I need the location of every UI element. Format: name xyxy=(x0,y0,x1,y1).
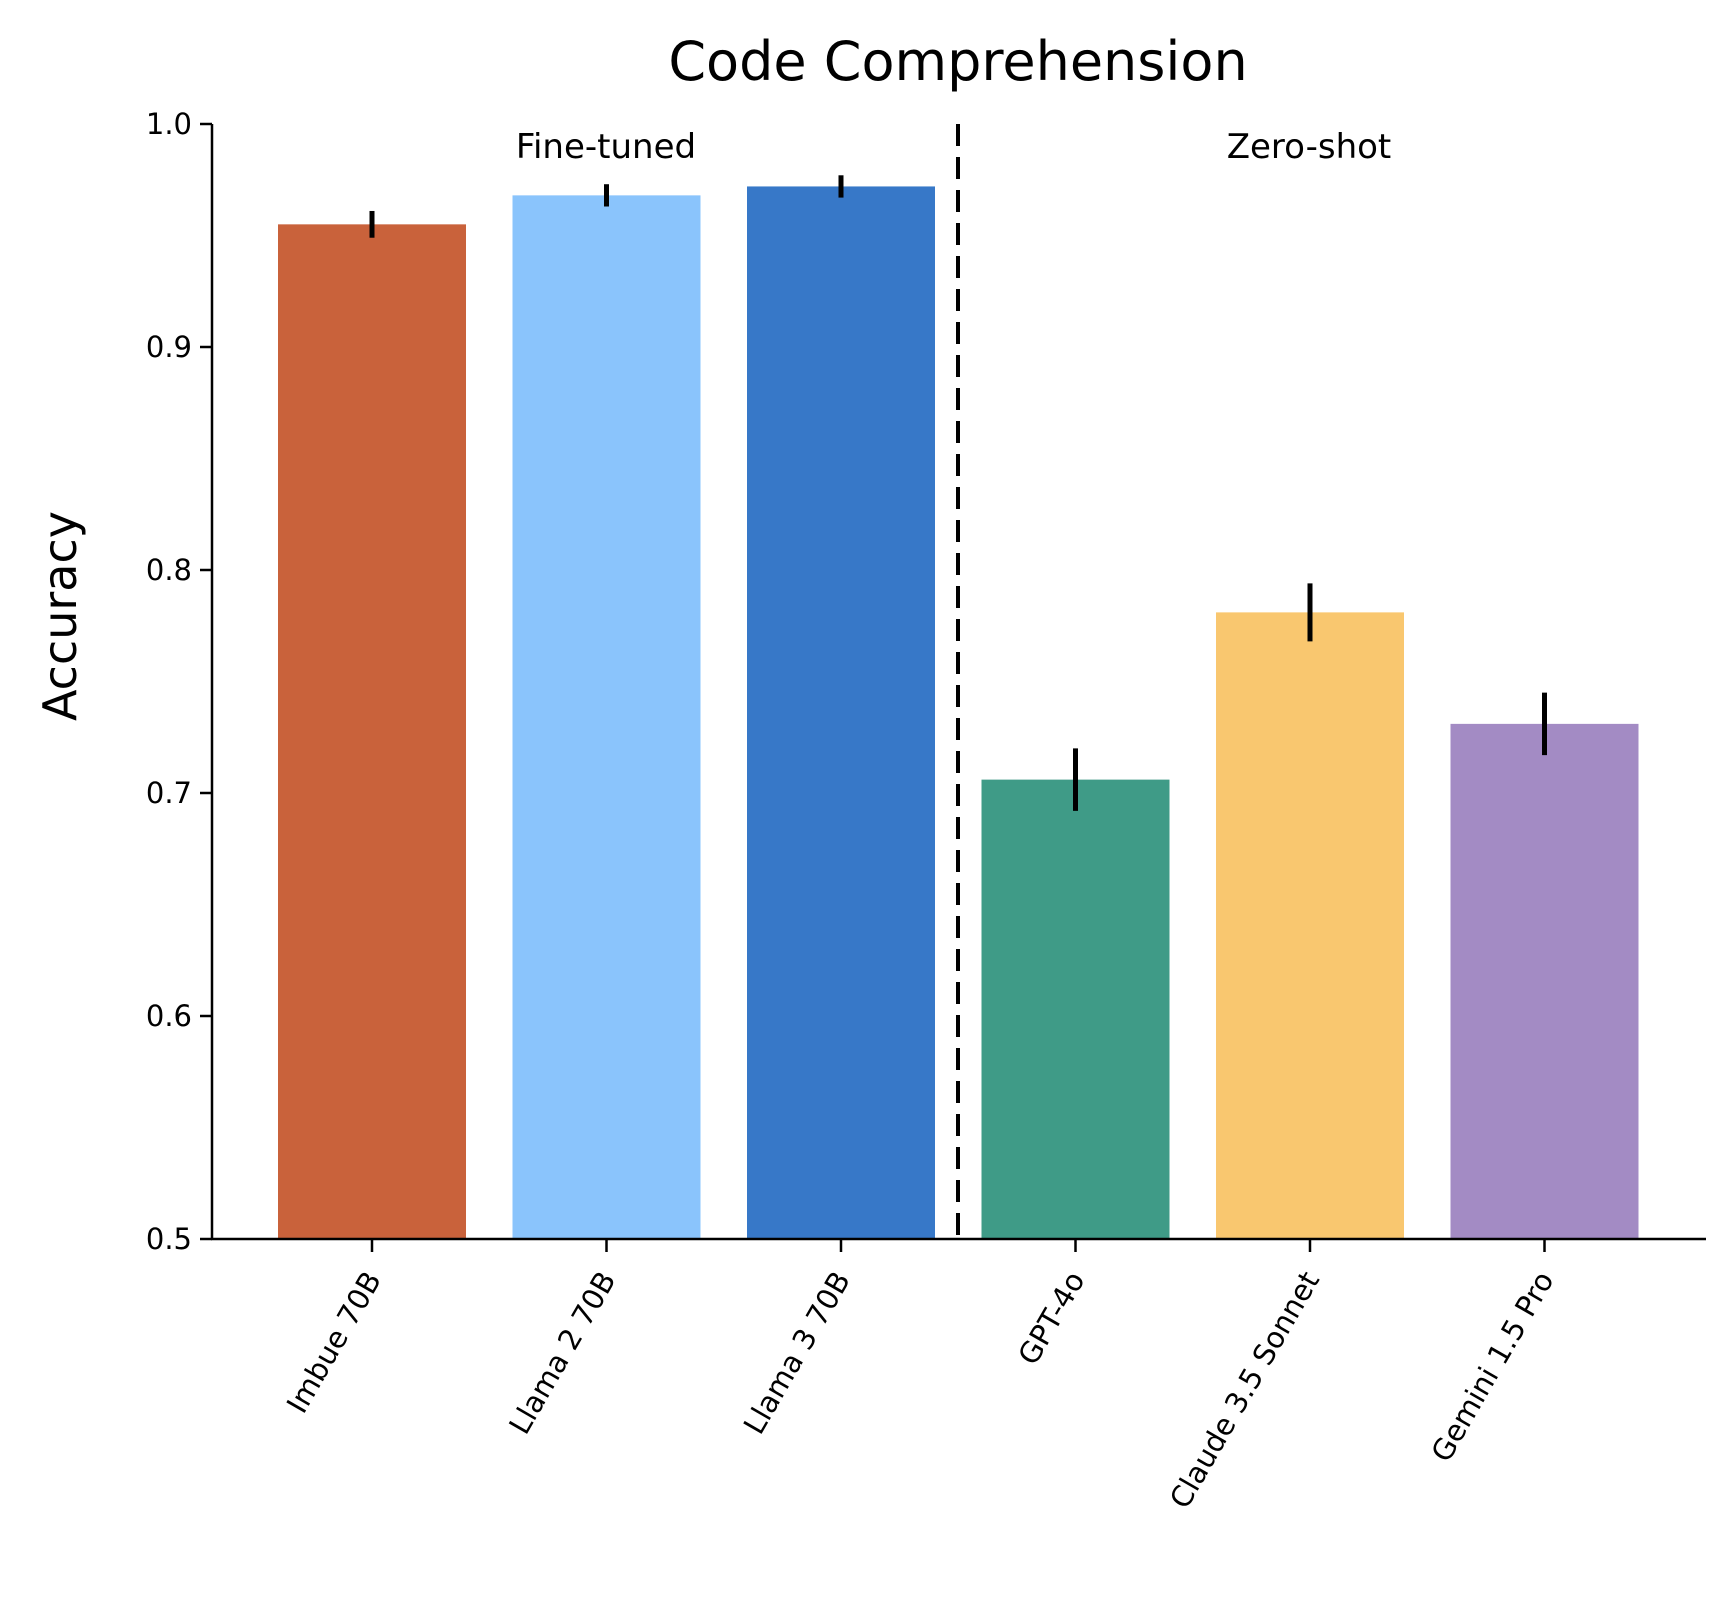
y-tick-label: 0.7 xyxy=(146,776,192,810)
bar-claude-3-5-sonnet xyxy=(1216,612,1404,1239)
group-label-fine-tuned: Fine-tuned xyxy=(516,127,696,167)
y-tick-label: 0.5 xyxy=(146,1222,192,1256)
bar-gpt-4o xyxy=(981,779,1170,1239)
chart-title: Code Comprehension xyxy=(668,30,1247,93)
bars xyxy=(278,186,1639,1240)
bar-llama-3-70b xyxy=(747,186,935,1240)
x-tick-label: Llama 2 70B xyxy=(502,1266,622,1440)
bar-gemini-1-5-pro xyxy=(1450,723,1639,1239)
group-label-zero-shot: Zero-shot xyxy=(1227,127,1392,167)
y-tick-label: 0.6 xyxy=(146,999,192,1033)
bar-llama-2-70b xyxy=(512,195,701,1240)
x-axis: Imbue 70B Llama 2 70B Llama 3 70B GPT-4o Cla… xyxy=(280,1239,1561,1514)
bar-imbue-70b xyxy=(278,224,466,1240)
error-bars xyxy=(369,175,1547,811)
y-axis: 0.5 0.6 0.7 0.8 0.9 1.0 xyxy=(146,107,212,1256)
x-tick-label: Gemini 1.5 Pro xyxy=(1424,1266,1560,1468)
x-tick-label: Llama 3 70B xyxy=(737,1266,857,1440)
y-tick-label: 0.8 xyxy=(146,553,192,587)
y-axis-label: Accuracy xyxy=(33,511,87,721)
x-tick-label: GPT-4o xyxy=(1011,1266,1091,1371)
y-tick-label: 0.9 xyxy=(146,330,192,364)
x-tick-label: Claude 3.5 Sonnet xyxy=(1163,1266,1326,1515)
y-tick-label: 1.0 xyxy=(146,107,192,141)
x-tick-label: Imbue 70B xyxy=(280,1266,388,1419)
